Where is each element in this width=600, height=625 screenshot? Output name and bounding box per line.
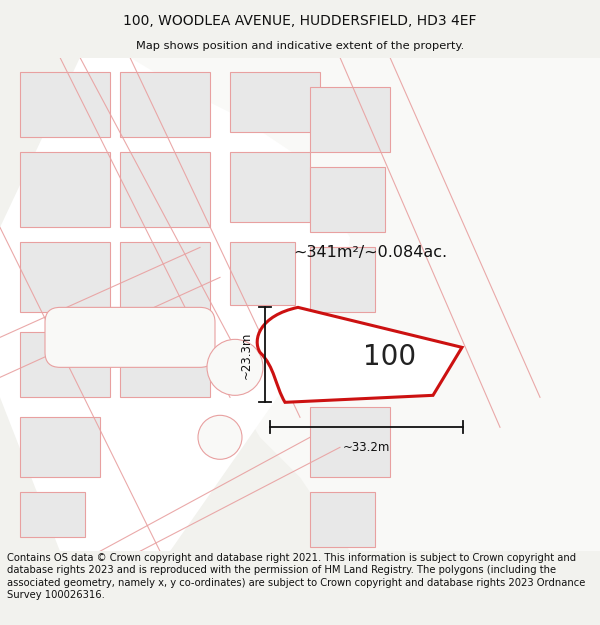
Polygon shape	[0, 58, 350, 551]
Circle shape	[207, 339, 263, 396]
Polygon shape	[20, 72, 110, 138]
Polygon shape	[120, 152, 210, 228]
Polygon shape	[120, 242, 210, 312]
Polygon shape	[20, 418, 100, 478]
Polygon shape	[20, 492, 85, 538]
PathPatch shape	[257, 308, 462, 402]
Circle shape	[198, 416, 242, 459]
Polygon shape	[20, 332, 110, 398]
Text: Map shows position and indicative extent of the property.: Map shows position and indicative extent…	[136, 41, 464, 51]
Polygon shape	[230, 72, 320, 132]
Polygon shape	[310, 408, 390, 478]
Text: 100: 100	[364, 343, 416, 371]
Polygon shape	[20, 152, 110, 228]
Polygon shape	[230, 152, 310, 222]
Polygon shape	[310, 492, 375, 548]
Polygon shape	[80, 58, 600, 551]
Polygon shape	[310, 248, 375, 312]
Polygon shape	[310, 88, 390, 152]
Text: 100, WOODLEA AVENUE, HUDDERSFIELD, HD3 4EF: 100, WOODLEA AVENUE, HUDDERSFIELD, HD3 4…	[123, 14, 477, 28]
Text: Contains OS data © Crown copyright and database right 2021. This information is : Contains OS data © Crown copyright and d…	[7, 552, 586, 600]
Polygon shape	[310, 168, 385, 232]
Polygon shape	[340, 58, 600, 551]
Text: ~33.2m: ~33.2m	[343, 441, 390, 454]
Text: ~341m²/~0.084ac.: ~341m²/~0.084ac.	[293, 245, 447, 260]
Polygon shape	[120, 332, 210, 398]
Polygon shape	[120, 72, 210, 138]
Polygon shape	[20, 242, 110, 312]
Text: ~23.3m: ~23.3m	[240, 331, 253, 379]
Polygon shape	[230, 242, 295, 306]
FancyBboxPatch shape	[45, 308, 215, 368]
